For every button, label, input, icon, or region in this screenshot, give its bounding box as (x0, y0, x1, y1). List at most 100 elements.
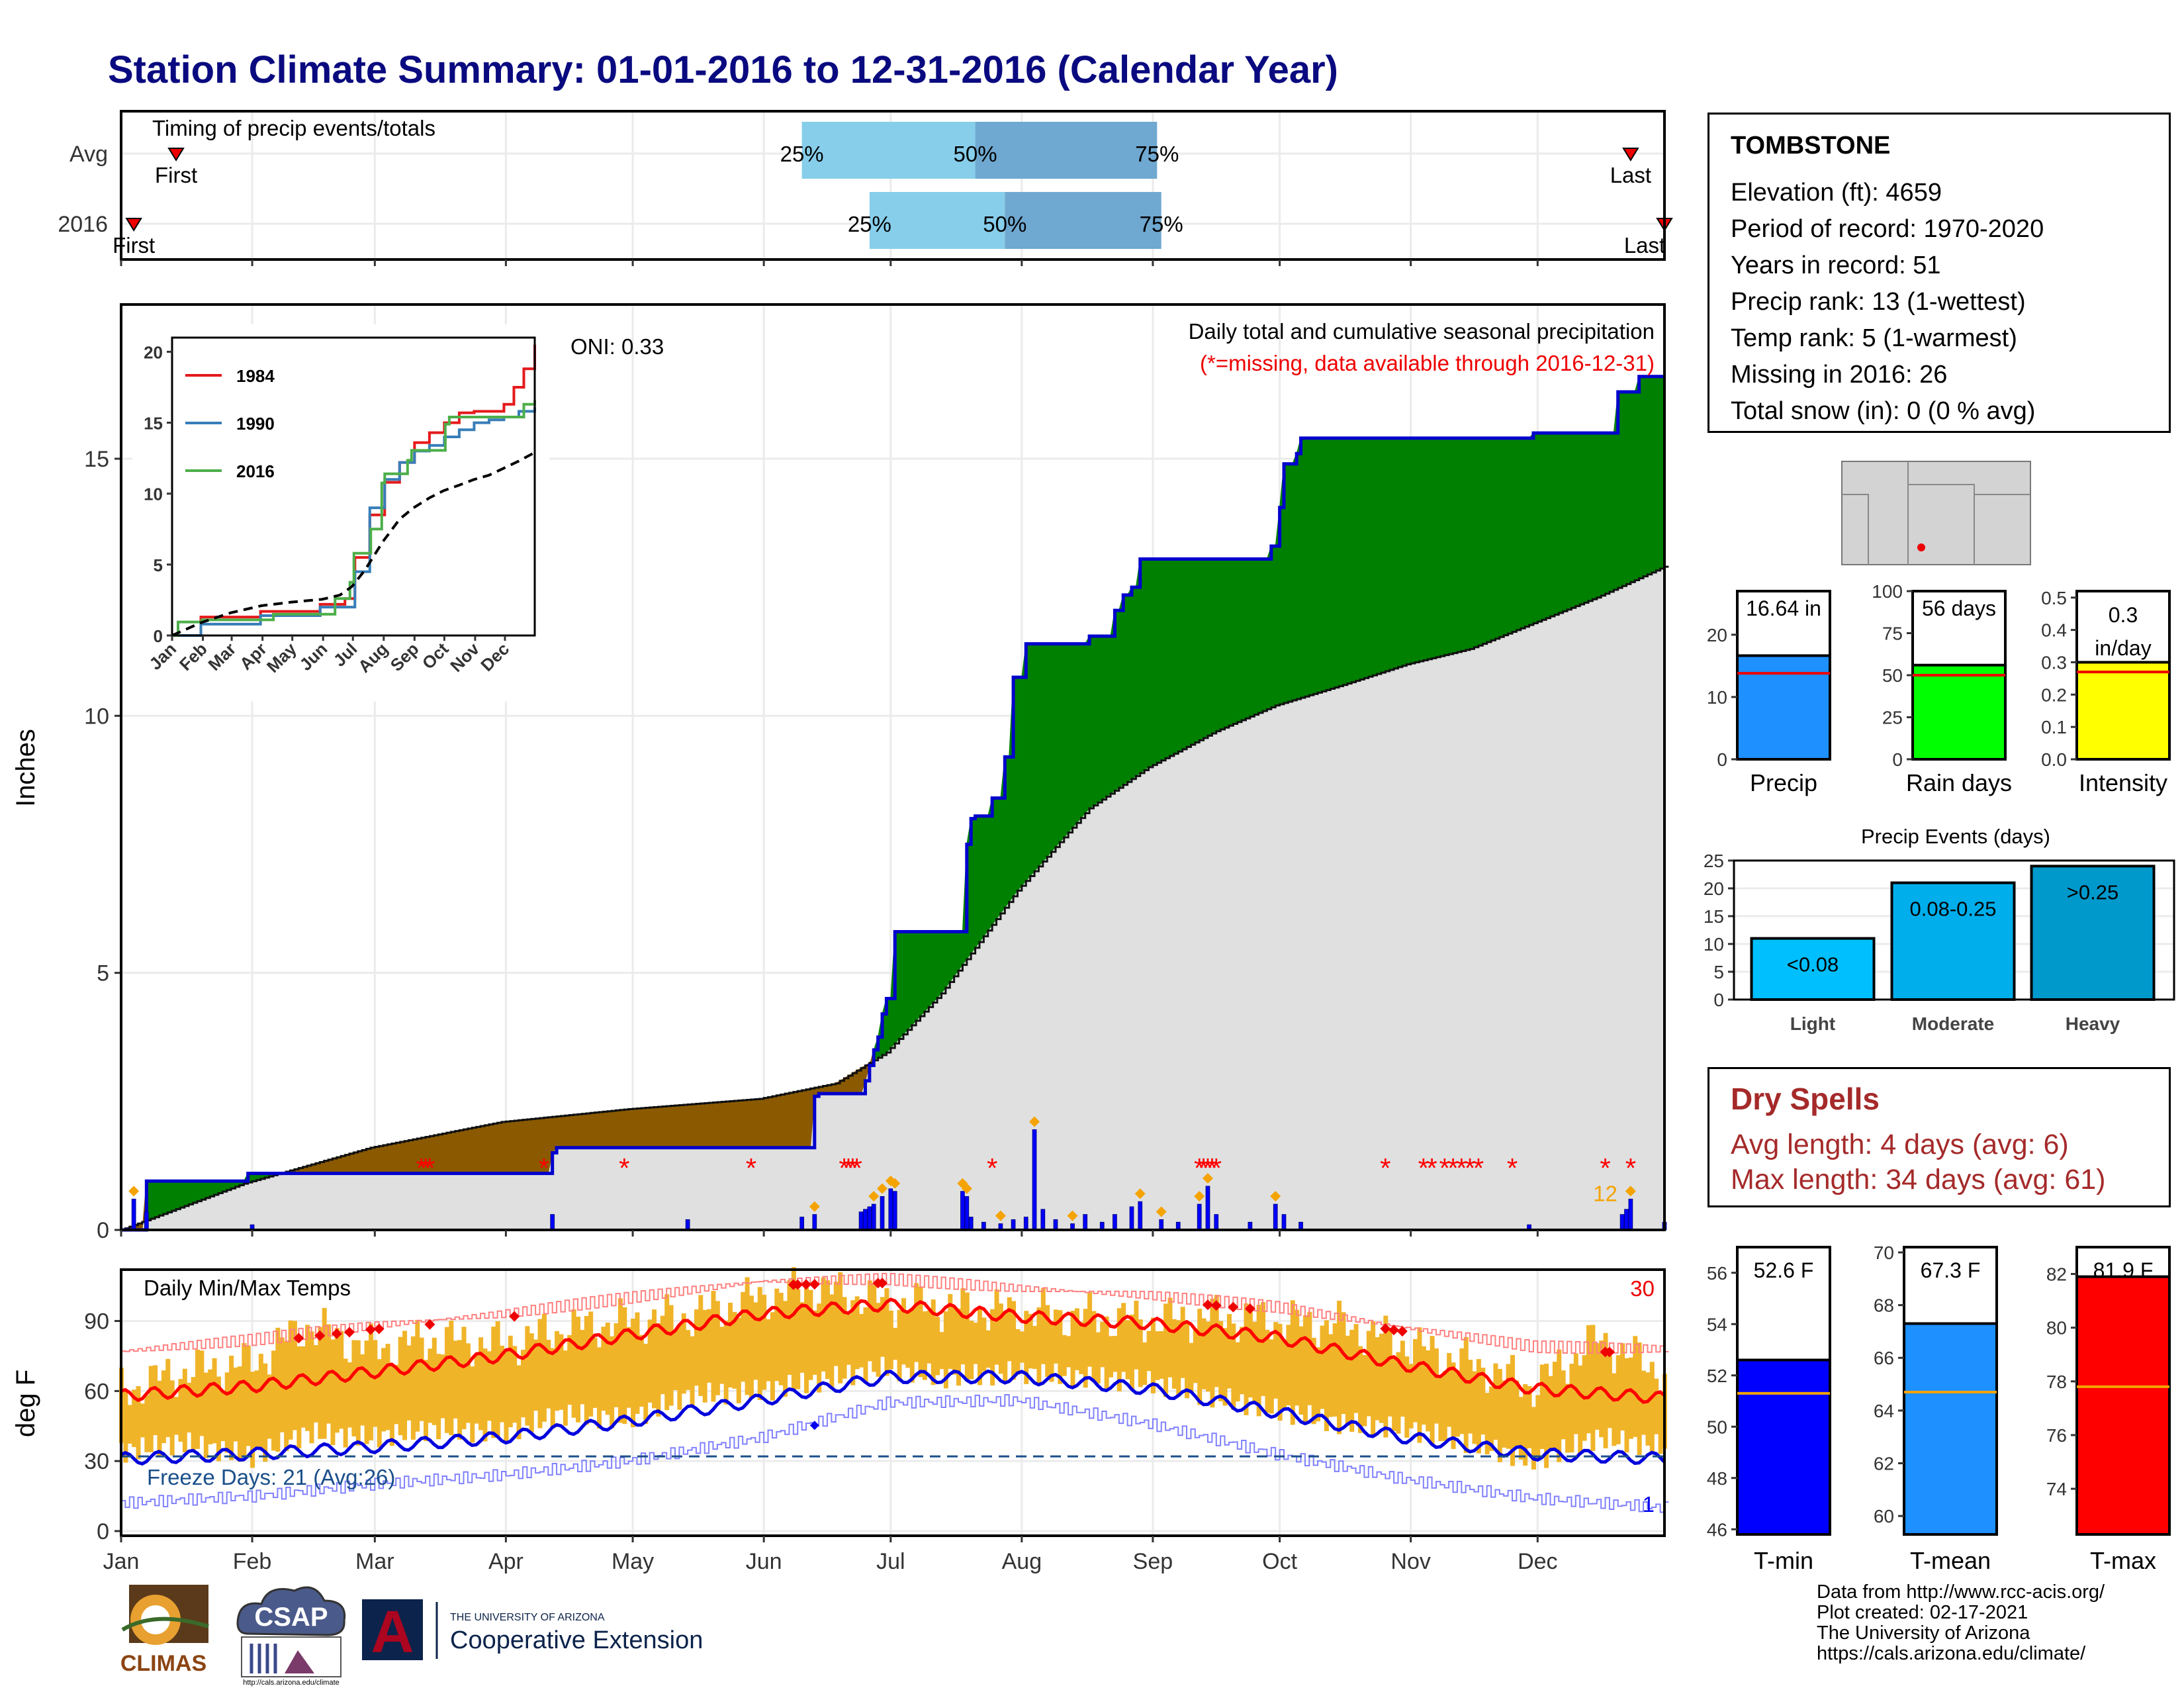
daily-temp-bar (872, 1283, 877, 1372)
daily-temp-bar (546, 1339, 551, 1409)
temp-mean-y-tick-label: 66 (1874, 1348, 1894, 1368)
total-y-tick-label: 0.4 (2041, 620, 2067, 641)
temp-mean-y-tick-label: 48 (1707, 1468, 1727, 1489)
precip-anomaly-fill (1499, 438, 1504, 637)
temp-mean-value-text: 52.6 F (1754, 1258, 1814, 1282)
daily-temp-bar (1535, 1395, 1541, 1460)
daily-temp-bar (1497, 1368, 1502, 1462)
precip-anomaly-fill (1550, 432, 1555, 617)
precip-anomaly-fill (1486, 438, 1492, 643)
daily-temp-bar (440, 1354, 445, 1419)
temp-mean-y-tick-label: 64 (1874, 1401, 1894, 1421)
precip-anomaly-fill (1389, 438, 1394, 671)
daily-temp-bar (1176, 1320, 1181, 1397)
daily-temp-bar (1371, 1321, 1376, 1438)
precip-anomaly-fill (594, 1111, 600, 1149)
precip-anomaly-fill (776, 1094, 782, 1149)
daily-precip-bar (888, 1188, 893, 1231)
daily-temp-bar (368, 1323, 373, 1440)
daily-temp-bar (614, 1323, 619, 1407)
daily-temp-bar (1573, 1353, 1578, 1434)
total-y-tick-label: 20 (1707, 625, 1727, 645)
precip-anomaly-fill (657, 1105, 663, 1149)
record-high-marker (424, 1319, 435, 1330)
daily-temp-bar (985, 1330, 991, 1368)
daily-temp-bar (1252, 1321, 1257, 1403)
precip-anomaly-fill (1363, 438, 1369, 679)
record-high-marker (1604, 1346, 1615, 1358)
precip-anomaly-fill (700, 1102, 705, 1149)
daily-temp-bar (465, 1343, 471, 1423)
daily-temp-bar (555, 1331, 560, 1411)
daily-temp-bar (808, 1289, 813, 1380)
temp-mean-y-tick-label: 50 (1707, 1417, 1727, 1437)
daily-temp-bar (1328, 1334, 1334, 1417)
daily-temp-bar (419, 1337, 424, 1421)
precip-anomaly-fill (531, 1118, 536, 1174)
record-high-marker (1380, 1323, 1391, 1335)
total-y-tick-label: 100 (1872, 581, 1903, 602)
precip-anomaly-fill (1570, 432, 1576, 608)
daily-temp-bar (571, 1309, 576, 1418)
daily-temp-bar (1302, 1315, 1308, 1425)
csap-logo-text: CSAP (254, 1603, 328, 1632)
daily-temp-bar (1226, 1314, 1232, 1389)
daily-temp-bar (1396, 1352, 1401, 1434)
daily-temp-bar (1476, 1359, 1481, 1454)
precip-anomaly-fill (1639, 376, 1644, 579)
precip-anomaly-fill (1076, 643, 1081, 824)
daily-temp-bar (631, 1318, 636, 1427)
daily-precip-bar (880, 1196, 885, 1231)
daily-temp-bar (723, 1321, 729, 1405)
daily-temp-bar (1480, 1368, 1486, 1435)
daily-temp-bar (208, 1369, 213, 1444)
precip-anomaly-fill (1368, 438, 1373, 677)
daily-temp-bar (1104, 1316, 1109, 1389)
daily-temp-bar (1298, 1326, 1304, 1415)
precip-anomaly-fill (1347, 438, 1352, 684)
daily-temp-bar (876, 1303, 881, 1377)
daily-temp-bar (394, 1364, 399, 1425)
daily-temp-bar (1155, 1331, 1160, 1380)
precip-anomaly-fill (1313, 438, 1318, 694)
oni-label: ONI: 0.33 (570, 334, 664, 359)
record-high-marker (373, 1323, 385, 1335)
csap-logo-cloud (236, 1586, 346, 1636)
precip-anomaly-fill (1165, 558, 1170, 759)
daily-temp-bar (677, 1324, 682, 1410)
precip-anomaly-fill (1647, 376, 1653, 575)
daily-precip-bar (1011, 1219, 1016, 1231)
daily-temp-bar (246, 1345, 251, 1446)
inset-y-tick-label: 10 (144, 485, 163, 504)
precip-anomaly-fill (607, 1110, 612, 1149)
daily-temp-bar (1417, 1327, 1422, 1443)
daily-temp-bar (533, 1339, 539, 1411)
daily-temp-bar (1408, 1364, 1414, 1429)
daily-temp-bar (563, 1350, 568, 1426)
station-name: TOMBSTONE (1731, 132, 1891, 160)
daily-temp-bar (1569, 1364, 1574, 1453)
precip-anomaly-fill (167, 1180, 173, 1213)
daily-temp-bar (825, 1280, 830, 1380)
daily-temp-bar (1357, 1346, 1363, 1433)
precip-anomaly-fill (1630, 391, 1635, 583)
daily-temp-bar (1214, 1295, 1219, 1387)
daily-precip-bar (1083, 1214, 1088, 1231)
precip-anomaly-fill (936, 931, 942, 999)
daily-temp-bar (596, 1347, 602, 1429)
daily-temp-bar (584, 1316, 589, 1425)
daily-precip-bar (1032, 1129, 1037, 1231)
precip-anomaly-fill (1025, 643, 1031, 882)
daily-temp-bar (1612, 1373, 1617, 1446)
precip-anomaly-fill (725, 1100, 731, 1149)
record-high-marker (314, 1330, 326, 1341)
precip-anomaly-fill (391, 1142, 396, 1174)
precip-anomaly-fill (1296, 438, 1302, 700)
daily-precip-bar (1273, 1203, 1278, 1231)
events-bar (1890, 881, 2016, 1001)
precip-anomaly-fill (201, 1180, 206, 1200)
heavy-event-marker (1029, 1116, 1040, 1127)
precip-anomaly-fill (1377, 438, 1382, 675)
precip-anomaly-fill (1326, 438, 1331, 691)
events-y-tick-label: 15 (1704, 906, 1724, 927)
